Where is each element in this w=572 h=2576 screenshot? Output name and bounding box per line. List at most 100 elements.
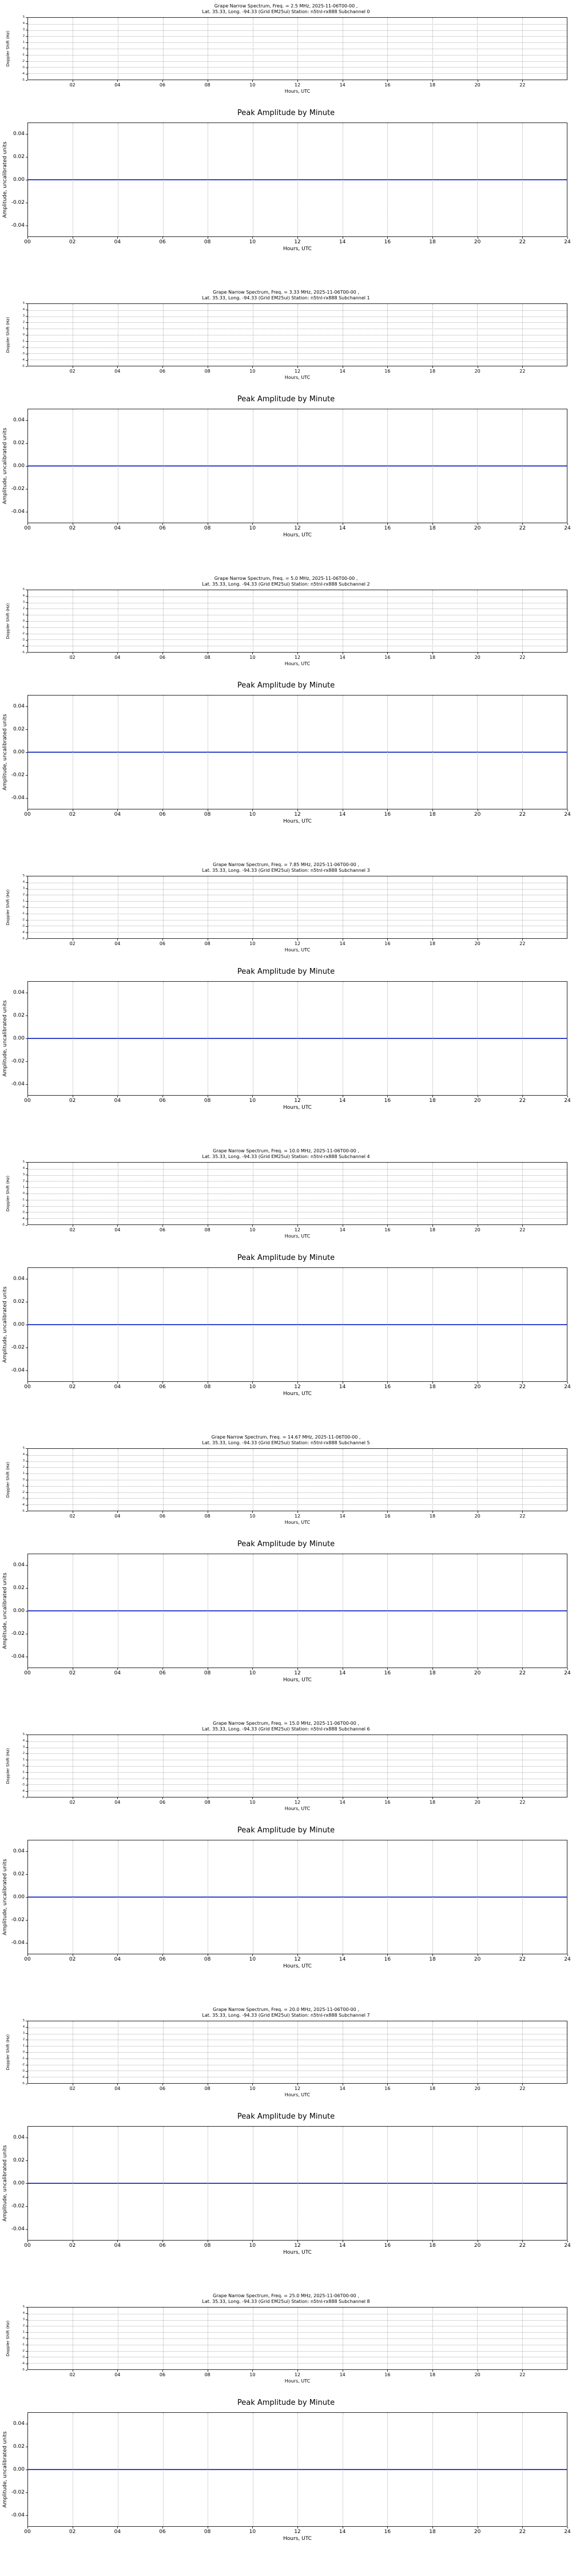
amplitude-x-ticks: 00 02 04 06 08 10 12 14 16 18 20 22 24 <box>24 809 571 817</box>
y-tick-mark <box>26 888 27 889</box>
x-tick-label: 20 <box>474 812 481 817</box>
x-tick-mark <box>27 237 28 239</box>
y-tick-mark <box>26 2338 27 2339</box>
y-tick-label: -5 <box>22 1796 25 1799</box>
spectrum-y-ticks: 5 4 3 2 1 0 -1 -2 -3 -4 -5 <box>0 1160 27 1227</box>
y-tick-mark <box>26 1511 27 1512</box>
gridline-horizontal <box>28 42 567 44</box>
x-tick-mark <box>252 1954 253 1956</box>
x-tick-label: 04 <box>114 2529 121 2535</box>
x-tick-label: 00 <box>24 1098 31 1104</box>
gridline-vertical <box>297 1554 298 1668</box>
y-tick-mark <box>26 1448 27 1449</box>
x-tick-mark <box>117 1668 118 1670</box>
x-tick-mark <box>297 1797 298 1799</box>
x-tick-mark <box>297 2241 298 2242</box>
y-tick-label: 5 <box>22 15 25 19</box>
x-tick-label: 06 <box>159 941 166 946</box>
y-tick-mark <box>26 55 27 56</box>
y-tick-label: 3 <box>22 2032 25 2035</box>
y-tick-label: -0.04 <box>11 2512 25 2518</box>
x-tick-mark <box>387 1096 388 1097</box>
x-tick-label: 00 <box>24 1957 31 1962</box>
subchannel-figure: Grape Narrow Spectrum, Freq. = 25.0 MHz,… <box>0 2290 572 2576</box>
x-tick-label: 12 <box>294 2086 301 2091</box>
x-tick-label: 16 <box>384 1384 391 1390</box>
x-tick-label: 14 <box>339 82 345 88</box>
x-tick-label: 20 <box>474 941 480 946</box>
spectrum-title: Grape Narrow Spectrum, Freq. = 15.0 MHz,… <box>0 1721 572 1732</box>
gridline-vertical <box>387 1554 388 1668</box>
gridline-horizontal <box>28 1772 567 1773</box>
x-tick-label: 14 <box>339 1514 345 1519</box>
y-tick-label: 0.00 <box>13 1608 25 1614</box>
y-tick-mark <box>26 2313 27 2314</box>
x-tick-mark <box>297 809 298 811</box>
x-tick-label: 12 <box>294 1957 301 1962</box>
x-tick-mark <box>252 2084 253 2085</box>
y-tick-label: -0.04 <box>11 1081 25 1087</box>
x-tick-label: 14 <box>339 655 345 660</box>
x-tick-mark <box>522 237 523 239</box>
gridline-horizontal <box>28 1455 567 1456</box>
y-tick-mark <box>26 17 27 18</box>
x-tick-mark <box>117 653 118 654</box>
x-tick-label: 08 <box>204 655 210 660</box>
x-tick-mark <box>432 2241 433 2242</box>
x-tick-label: 10 <box>249 1227 256 1232</box>
amplitude-x-axis-label: Hours, UTC <box>283 1963 312 1969</box>
y-tick-label: 0.04 <box>13 417 25 423</box>
gridline-horizontal <box>28 1461 567 1462</box>
x-tick-mark <box>27 1096 28 1097</box>
gridline-vertical <box>432 2127 433 2240</box>
x-tick-label: 04 <box>114 2086 121 2091</box>
y-tick-mark <box>26 2206 27 2207</box>
gridline-vertical <box>162 2413 164 2526</box>
x-tick-mark <box>432 2527 433 2528</box>
x-tick-mark <box>252 1225 253 1227</box>
x-tick-label: 16 <box>384 941 391 946</box>
x-tick-label: 20 <box>474 239 481 245</box>
amplitude-y-ticks: 0.04 0.02 0.00 -0.02 -0.04 <box>0 2412 27 2527</box>
y-tick-label: -0.02 <box>11 2203 25 2209</box>
x-tick-label: 18 <box>429 941 436 946</box>
x-tick-label: 10 <box>249 526 256 531</box>
spectrum-y-ticks: 5 4 3 2 1 0 -1 -2 -3 -4 -5 <box>0 2305 27 2372</box>
spectrum-plot-area <box>27 1735 567 1797</box>
x-tick-mark <box>522 2527 523 2528</box>
x-tick-label: 16 <box>384 1670 391 1676</box>
gridline-vertical <box>387 123 388 236</box>
amplitude-x-ticks: 00 02 04 06 08 10 12 14 16 18 20 22 24 <box>24 237 571 245</box>
y-tick-mark <box>26 1874 27 1875</box>
x-tick-mark <box>117 1797 118 1799</box>
y-tick-label: -5 <box>22 78 25 82</box>
x-tick-mark <box>387 237 388 239</box>
x-tick-label: 04 <box>114 1800 121 1805</box>
amplitude-x-ticks: 00 02 04 06 08 10 12 14 16 18 20 22 24 <box>24 1382 571 1390</box>
y-tick-mark <box>26 1791 27 1792</box>
subchannel-figure: Grape Narrow Spectrum, Freq. = 20.0 MHz,… <box>0 2004 572 2290</box>
x-tick-label: 22 <box>519 941 526 946</box>
x-tick-mark <box>297 1225 298 1227</box>
y-tick-mark <box>26 36 27 37</box>
x-tick-label: 06 <box>159 526 166 531</box>
x-tick-label: 14 <box>339 2529 346 2535</box>
amplitude-title: Peak Amplitude by Minute <box>237 1540 335 1548</box>
subchannel-figure: Grape Narrow Spectrum, Freq. = 14.67 MHz… <box>0 1431 572 1717</box>
x-tick-label: 04 <box>114 369 121 374</box>
y-tick-label: 2 <box>22 2038 25 2041</box>
x-tick-mark <box>432 237 433 239</box>
amplitude-x-ticks: 00 02 04 06 08 10 12 14 16 18 20 22 24 <box>24 1668 571 1676</box>
x-tick-label: 04 <box>114 941 121 946</box>
gridline-horizontal <box>28 888 567 890</box>
y-tick-mark <box>26 2229 27 2230</box>
amplitude-y-ticks: 0.04 0.02 0.00 -0.02 -0.04 <box>0 695 27 809</box>
y-tick-mark <box>26 1168 27 1169</box>
x-tick-mark <box>252 1797 253 1799</box>
y-tick-mark <box>26 1181 27 1182</box>
gridline-vertical <box>522 1268 523 1381</box>
y-tick-label: 0 <box>22 906 25 909</box>
spectrum-title-line2: Lat. 35.33, Long. -94.33 (Grid EM25ui) S… <box>202 295 370 301</box>
x-tick-label: 22 <box>519 1227 526 1232</box>
gridline-horizontal <box>28 36 567 37</box>
